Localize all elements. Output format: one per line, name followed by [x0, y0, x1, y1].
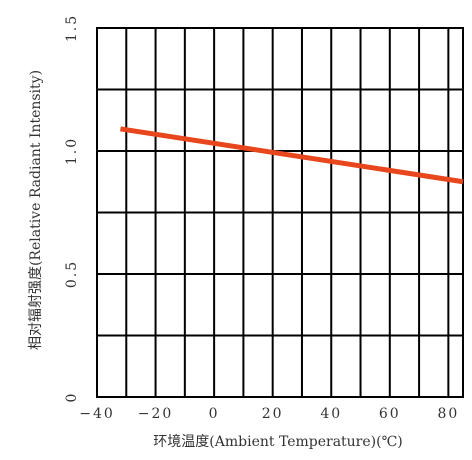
y-tick-label: 1.0	[64, 137, 80, 165]
series-line	[120, 126, 464, 185]
y-tick-labels: 0 0.5 1.0 1.5	[64, 14, 80, 403]
x-tick-label: 60	[379, 406, 401, 422]
grid	[96, 27, 464, 398]
plot-frame	[96, 27, 464, 398]
x-tick-label: 40	[320, 406, 342, 422]
y-tick-label: 0.5	[64, 260, 80, 288]
series-layer	[120, 126, 464, 185]
x-axis-label: 环境温度(Ambient Temperature)(℃)	[153, 434, 402, 450]
x-tick-label: −40	[79, 406, 115, 422]
x-tick-label: 80	[437, 406, 459, 422]
x-tick-label: 20	[262, 406, 284, 422]
x-tick-label: −20	[138, 406, 174, 422]
y-axis-label: 相对辐射强度(Relative Radiant Intensity)	[28, 70, 44, 350]
x-tick-label: 0	[209, 406, 220, 422]
y-tick-label: 1.5	[64, 14, 80, 42]
y-tick-label: 0	[64, 392, 80, 403]
x-tick-labels: −40 −20 0 20 40 60 80	[79, 406, 459, 422]
